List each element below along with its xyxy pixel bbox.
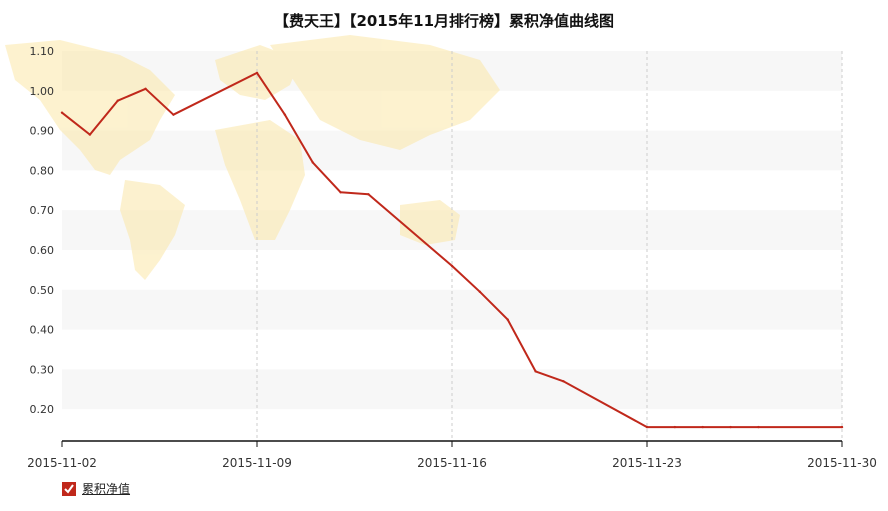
y-tick-label: 1.00 <box>30 85 55 98</box>
y-tick-label: 0.70 <box>30 204 55 217</box>
data-point <box>60 111 64 114</box>
legend[interactable]: 累积净值 <box>62 480 130 497</box>
data-point <box>645 425 649 429</box>
y-tick-label: 0.30 <box>30 363 55 376</box>
data-point <box>562 380 565 383</box>
australia-shape <box>400 200 460 245</box>
y-axis-tick-labels: 0.20 0.30 0.40 0.50 0.60 0.70 0.80 0.90 1.00 1.10 <box>30 45 55 416</box>
data-point <box>311 161 314 164</box>
legend-label: 累积净值 <box>82 482 131 496</box>
data-point <box>478 290 482 293</box>
data-point <box>506 318 509 321</box>
data-point <box>88 133 92 136</box>
data-point <box>144 87 147 91</box>
south-america-shape <box>120 180 185 280</box>
africa-shape <box>215 120 305 240</box>
x-tick-label: 2015-11-30 <box>807 456 877 470</box>
data-point <box>172 113 175 116</box>
x-tick-label: 2015-11-16 <box>417 456 487 470</box>
y-tick-label: 1.10 <box>30 45 55 58</box>
data-point <box>729 425 732 429</box>
series-group <box>60 71 844 429</box>
y-tick-label: 0.50 <box>30 284 55 297</box>
x-tick-label: 2015-11-23 <box>612 456 682 470</box>
data-point <box>757 425 760 429</box>
data-point <box>283 113 287 116</box>
legend-checkbox[interactable] <box>62 481 76 496</box>
x-tick-label: 2015-11-09 <box>222 456 292 470</box>
asia-shape <box>270 35 500 150</box>
data-point <box>534 370 537 373</box>
vertical-gridlines <box>256 51 843 441</box>
x-tick-label: 2015-11-02 <box>27 456 97 470</box>
north-america-shape <box>5 40 175 175</box>
y-tick-label: 0.40 <box>30 324 55 337</box>
x-axis-tick-labels: 2015-11-02 2015-11-09 2015-11-16 2015-11-23… <box>27 441 877 470</box>
data-point <box>116 99 119 102</box>
data-point <box>367 193 370 196</box>
data-point <box>450 264 454 268</box>
data-point <box>339 191 342 194</box>
chart-title: 【费天王】【2015年11月排行榜】累积净值曲线图 <box>273 12 615 30</box>
data-point <box>701 425 704 429</box>
y-tick-label: 0.20 <box>30 403 55 416</box>
checkmark-icon <box>64 483 74 494</box>
y-tick-label: 0.90 <box>30 125 55 138</box>
y-tick-label: 0.80 <box>30 164 55 177</box>
data-point <box>840 425 844 429</box>
y-tick-label: 0.60 <box>30 244 55 257</box>
data-point <box>673 425 677 429</box>
data-point <box>255 71 259 75</box>
world-map-watermark <box>5 35 500 280</box>
